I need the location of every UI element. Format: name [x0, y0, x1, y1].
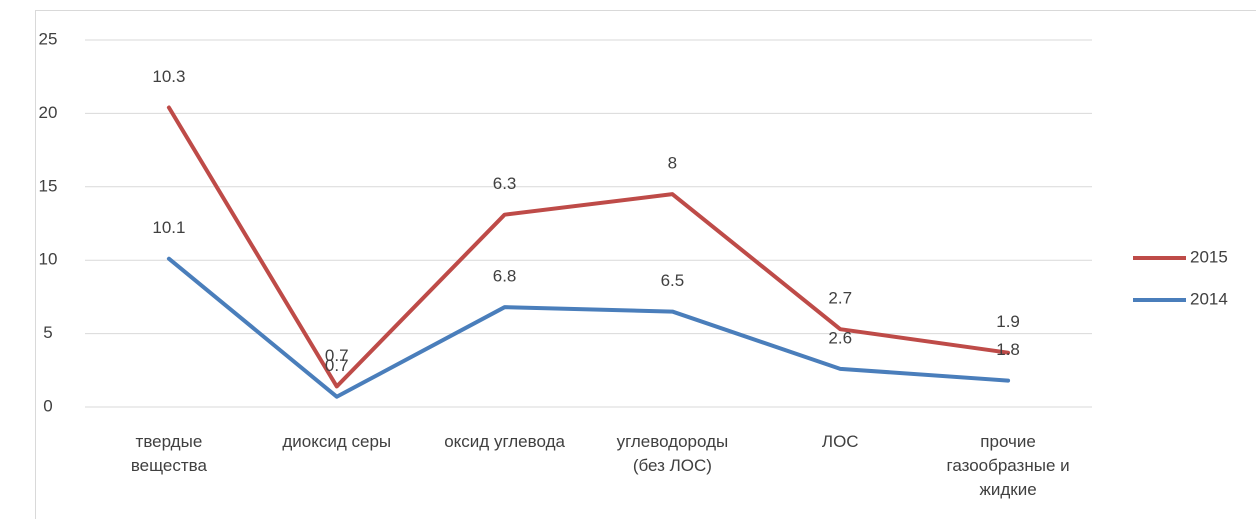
x-tick-label: углеводороды (без ЛОС)	[616, 432, 729, 475]
data-label: 2.7	[828, 289, 852, 308]
series-line	[166, 105, 1011, 389]
y-tick-label: 20	[39, 103, 58, 122]
x-tick-label: твердые вещества	[130, 432, 207, 475]
x-tick-label: оксид углевода	[444, 432, 565, 451]
data-label: 6.8	[493, 267, 517, 286]
y-tick-label: 25	[39, 29, 58, 48]
data-label: 8	[668, 154, 677, 173]
x-tick-label: ЛОС	[821, 432, 859, 451]
y-tick-label: 0	[43, 396, 52, 415]
legend-label: 2015	[1190, 247, 1228, 266]
data-label: 6.5	[661, 271, 685, 290]
y-tick-label: 5	[43, 323, 52, 342]
data-label: 0.7	[325, 356, 349, 375]
data-label: 10.1	[152, 218, 185, 237]
x-tick-label: прочие газообразные и жидкие	[946, 432, 1070, 499]
data-label: 10.3	[152, 67, 185, 86]
data-label: 2.6	[828, 328, 852, 347]
data-label: 0.7	[325, 346, 349, 365]
y-tick-label: 15	[39, 176, 58, 195]
data-label: 6.3	[493, 174, 517, 193]
legend-label: 2014	[1190, 289, 1228, 308]
series-line	[166, 256, 1011, 399]
x-tick-label: диоксид серы	[282, 432, 392, 451]
data-label: 1.8	[996, 340, 1020, 359]
y-tick-label: 10	[39, 250, 58, 269]
chart-border	[35, 10, 1256, 519]
data-label: 1.9	[996, 312, 1020, 331]
